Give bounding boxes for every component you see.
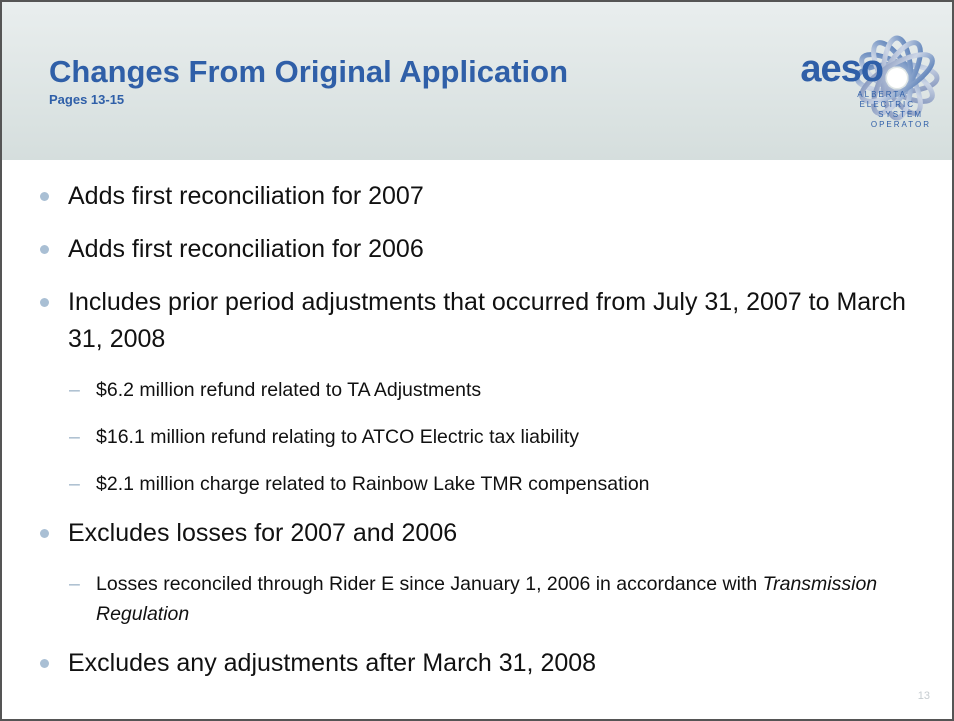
subtitle: Pages 13-15 <box>49 92 125 107</box>
logo-text: SYSTEM <box>878 110 923 119</box>
dash: – <box>69 379 80 401</box>
dash: – <box>69 473 80 495</box>
bullet-list: Adds first reconciliation for 2007 Adds f… <box>40 162 930 682</box>
sub-bullet: – $2.1 million charge related to Rainbow … <box>40 469 930 499</box>
logo-text: ALBERTA <box>857 90 907 99</box>
bullet: Adds first reconciliation for 2006 <box>40 231 930 268</box>
sub-bullet: – $16.1 million refund relating to ATCO E… <box>40 422 930 452</box>
bullet: Excludes any adjustments after March 31,… <box>40 645 930 682</box>
sub-bullet-text: $6.2 million refund related to TA Adjust… <box>96 379 482 401</box>
sub-bullet: – $6.2 million refund related to TA Adjus… <box>40 375 930 405</box>
bullet: Adds first reconciliation for 2007 <box>40 178 930 215</box>
sub-bullet-text: $16.1 million refund relating to ATCO El… <box>96 426 580 448</box>
page-number: 13 <box>917 690 930 702</box>
logo-text: ELECTRIC <box>859 100 915 109</box>
logo: aeso ALBERTA ELECTRIC SYSTEM OPERATOR <box>772 20 947 150</box>
logo-swirl <box>854 35 940 121</box>
bullet: Excludes losses for 2007 and 2006 <box>40 515 930 552</box>
dash: – <box>69 426 80 448</box>
logo-text: OPERATOR <box>870 120 931 129</box>
dash: – <box>69 573 80 595</box>
bullet: Includes prior period adjustments that o… <box>40 284 930 358</box>
sub-bullet: – Losses reconciled through Rider E since… <box>40 569 930 629</box>
logo-name: aeso <box>800 48 884 90</box>
sub-bullet-text: Losses reconciled through Rider E since … <box>96 573 763 595</box>
sub-bullet-text: $2.1 million charge related to Rainbow L… <box>96 473 650 495</box>
sub-bullet-text: Transmission Regulation <box>96 573 878 625</box>
title: Changes From Original Application <box>49 54 569 89</box>
header-band: Changes From Original Application Pages … <box>2 2 952 160</box>
